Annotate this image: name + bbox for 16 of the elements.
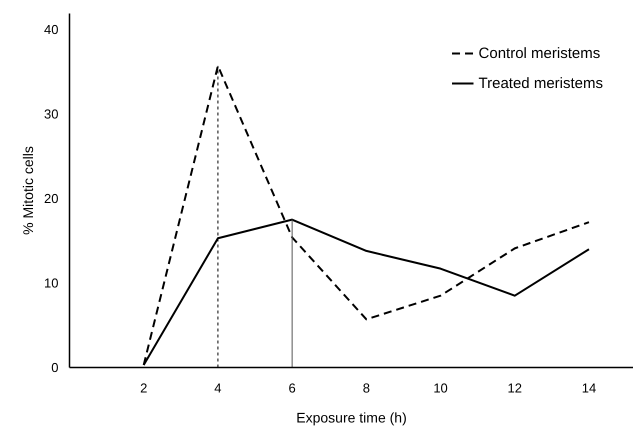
x-tick-label: 10 [433, 380, 448, 396]
x-tick-label: 4 [214, 380, 222, 396]
y-tick-label: 20 [44, 191, 59, 206]
y-tick-label: 30 [44, 106, 59, 122]
y-tick-label: 40 [44, 22, 59, 38]
x-tick-label: 14 [582, 380, 596, 396]
x-tick-label: 2 [140, 380, 148, 396]
y-tick-label: 10 [44, 276, 59, 291]
x-tick-label: 6 [288, 380, 296, 396]
x-tick-label: 12 [508, 380, 522, 396]
x-tick-label: 8 [362, 380, 370, 396]
legend-label: Treated meristems [478, 74, 603, 92]
y-axis-title: % Mitotic cells [20, 146, 36, 235]
legend-label: Control meristems [478, 44, 600, 62]
y-tick-label: 0 [51, 360, 59, 375]
x-axis-title: Exposure time (h) [296, 410, 407, 426]
